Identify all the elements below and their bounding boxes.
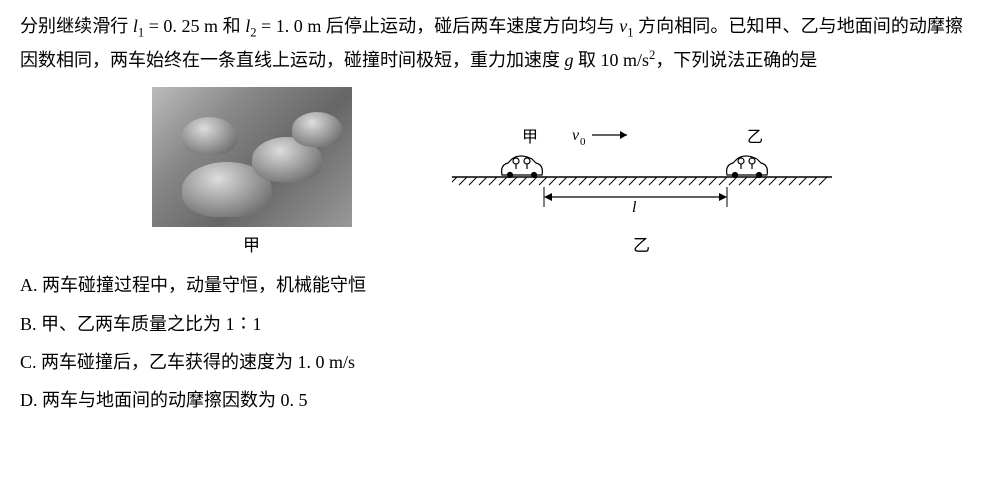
sym-g: g bbox=[565, 50, 574, 70]
figure-label-right: 乙 bbox=[633, 231, 650, 262]
option-d: D. 两车与地面间的动摩擦因数为 0. 5 bbox=[20, 384, 963, 416]
diagram-v0-sub: 0 bbox=[580, 136, 586, 148]
text: = 1. 0 m 后停止运动，碰后两车速度方向均与 bbox=[257, 16, 620, 36]
diagram-l: l bbox=[632, 199, 637, 216]
text: 分别继续滑行 bbox=[20, 16, 133, 36]
text: 方向相 bbox=[634, 16, 693, 36]
text: 短，重力加速度 bbox=[434, 50, 565, 70]
diagram-label-jia: 甲 bbox=[522, 129, 538, 146]
bumper-car-photo bbox=[152, 87, 352, 227]
problem-text: 分别继续滑行 l1 = 0. 25 m 和 l2 = 1. 0 m 后停止运动，… bbox=[20, 10, 963, 77]
option-b: B. 甲、乙两车质量之比为 1∶1 bbox=[20, 308, 963, 340]
text: = 0. 25 m 和 bbox=[144, 16, 245, 36]
option-a: A. 两车碰撞过程中，动量守恒，机械能守恒 bbox=[20, 269, 963, 301]
options: A. 两车碰撞过程中，动量守恒，机械能守恒 B. 甲、乙两车质量之比为 1∶1 … bbox=[20, 269, 963, 417]
figure-right: 甲 乙 v 0 l 乙 bbox=[452, 87, 832, 262]
diagram-v0: v bbox=[572, 127, 580, 144]
option-c: C. 两车碰撞后，乙车获得的速度为 1. 0 m/s bbox=[20, 346, 963, 378]
text: ，下列说法正确的是 bbox=[655, 50, 817, 70]
figures-row: 甲 bbox=[20, 87, 963, 262]
figure-label-left: 甲 bbox=[243, 231, 260, 262]
physics-diagram: 甲 乙 v 0 l bbox=[452, 87, 832, 227]
figure-left: 甲 bbox=[152, 87, 352, 262]
diagram-label-yi: 乙 bbox=[747, 129, 763, 146]
text: 取 10 m/s bbox=[574, 50, 650, 70]
